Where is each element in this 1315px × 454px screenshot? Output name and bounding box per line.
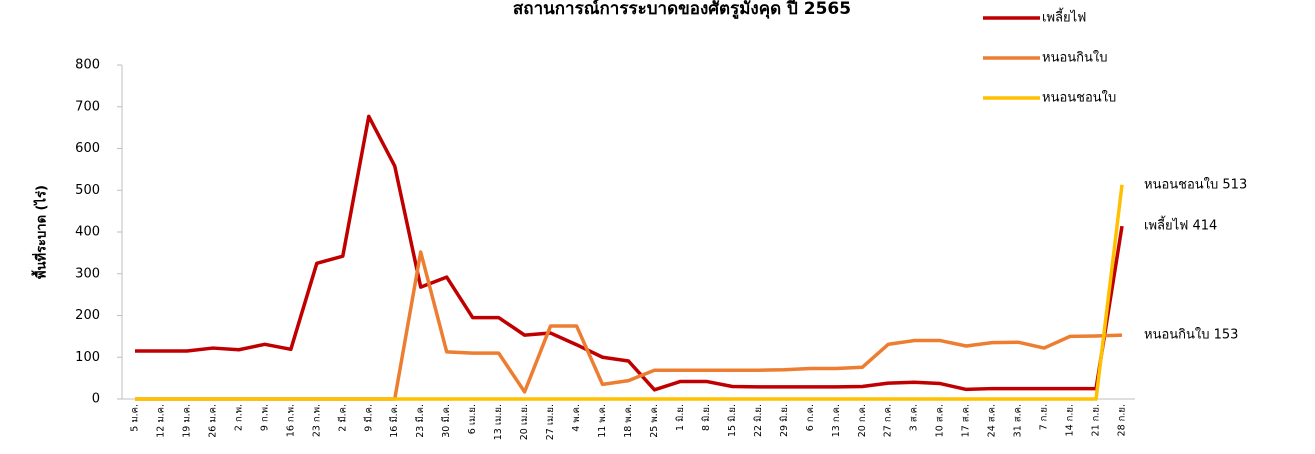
x-tick-label: 13 ก.ค. [831, 404, 842, 437]
x-tick-label: 22 มิ.ย. [753, 404, 764, 437]
x-tick-label: 9 มี.ค. [362, 404, 374, 432]
x-tick-label: 27 เม.ย. [545, 404, 556, 440]
x-tick-label: 1 มิ.ย. [675, 404, 686, 431]
x-tick-label: 12 ม.ค. [155, 404, 166, 438]
legend-label: หนอนชอนใบ [1042, 90, 1116, 106]
y-tick-label: 0 [92, 392, 100, 407]
x-tick-label: 28 ก.ย. [1117, 404, 1128, 436]
y-tick-label: 800 [75, 58, 100, 73]
x-tick-label: 16 มี.ค. [388, 404, 400, 438]
y-tick-label: 700 [75, 99, 100, 114]
x-tick-label: 19 ม.ค. [181, 404, 192, 438]
x-tick-label: 6 ก.ค. [805, 404, 816, 431]
x-tick-label: 30 มี.ค. [440, 404, 452, 438]
x-tick-label: 13 เม.ย. [493, 404, 504, 440]
y-tick-label: 300 [75, 266, 100, 281]
x-tick-label: 17 ส.ค. [961, 404, 972, 437]
x-tick-label: 29 มิ.ย. [779, 404, 790, 437]
data-label: หนอนชอนใบ 513 [1144, 176, 1247, 192]
x-tick-label: 31 ส.ค. [1013, 404, 1024, 437]
legend-label: หนอนกินใบ [1042, 50, 1108, 66]
x-tick-label: 27 ก.ค. [883, 404, 894, 437]
y-axis-label: พื้นที่ระบาด (ไร่) [31, 185, 50, 279]
line-series [134, 184, 1124, 401]
x-tick-label: 6 เม.ย. [467, 404, 478, 434]
x-tick-label: 3 ส.ค. [909, 404, 920, 431]
x-tick-label: 8 มิ.ย. [701, 404, 712, 431]
y-tick-label: 500 [75, 183, 100, 198]
x-tick-label: 20 เม.ย. [519, 404, 530, 440]
x-tick-label: 2 มี.ค. [336, 404, 348, 432]
line-series [134, 114, 1124, 392]
line-series [134, 250, 1123, 401]
y-tick-label: 100 [75, 350, 100, 365]
x-tick-label: 2 ก.พ. [233, 404, 244, 431]
x-tick-label: 4 พ.ค. [571, 404, 582, 432]
x-tick-label: 25 พ.ค. [649, 404, 660, 438]
y-tick-label: 600 [75, 141, 100, 156]
x-tick-label: 7 ก.ย. [1039, 404, 1050, 430]
x-tick-label: 24 ส.ค. [987, 404, 998, 437]
x-tick-label: 11 พ.ค. [597, 404, 608, 438]
x-tick-label: 16 ก.พ. [285, 404, 296, 437]
x-tick-label: 21 ก.ย. [1091, 404, 1102, 436]
x-tick-label: 26 ม.ค. [207, 404, 218, 438]
x-tick-label: 18 พ.ค. [623, 404, 634, 438]
chart-title: สถานการณ์การระบาดของศัตรูมังคุด ปี 2565 [513, 0, 851, 20]
x-tick-label: 20 ก.ค. [857, 404, 868, 437]
x-tick-label: 23 ก.พ. [311, 404, 322, 437]
x-tick-label: 5 ม.ค. [129, 404, 140, 432]
data-label: หนอนกินใบ 153 [1144, 327, 1238, 343]
x-tick-label: 23 มี.ค. [414, 404, 426, 438]
x-tick-label: 10 ส.ค. [935, 404, 946, 437]
y-tick-label: 200 [75, 308, 100, 323]
x-tick-label: 9 ก.พ. [259, 404, 270, 431]
y-tick-label: 400 [75, 225, 100, 240]
legend-label: เพลี้ยไฟ [1042, 8, 1086, 26]
x-tick-label: 15 มิ.ย. [727, 404, 738, 437]
x-tick-label: 14 ก.ย. [1065, 404, 1076, 436]
data-label: เพลี้ยไฟ 414 [1144, 216, 1217, 234]
